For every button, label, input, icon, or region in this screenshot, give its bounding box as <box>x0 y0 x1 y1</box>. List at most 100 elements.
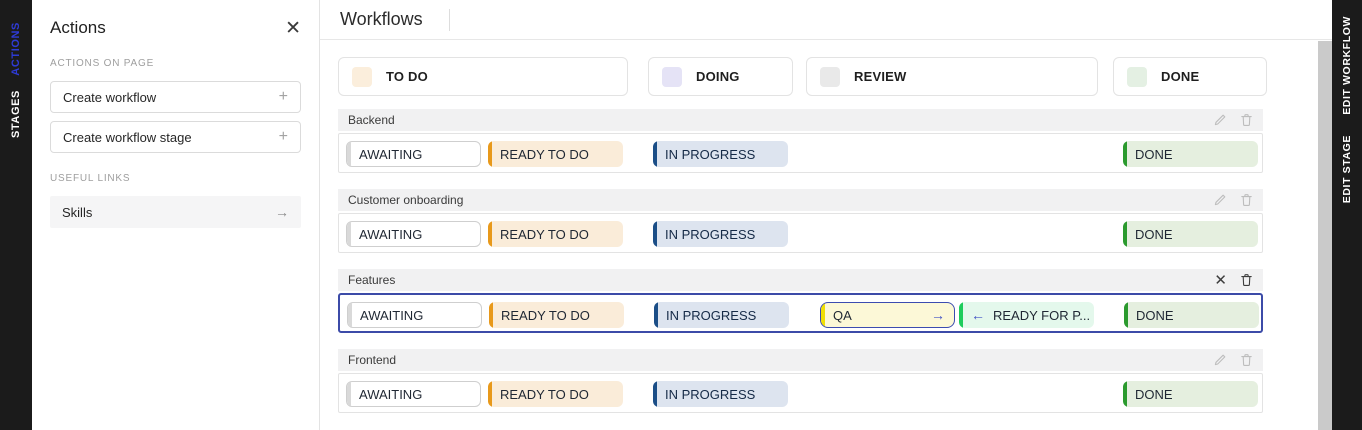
stage-chip[interactable]: AWAITING <box>346 381 481 407</box>
stage-accent-bar <box>347 382 351 406</box>
rail-item-edit-workflow[interactable]: EDIT WORKFLOW <box>1341 16 1353 115</box>
stage-color-swatch <box>352 66 372 87</box>
stage-color-swatch <box>1127 66 1147 87</box>
action-button[interactable]: Create workflow stage + <box>50 121 301 153</box>
stage-chip[interactable]: IN PROGRESS <box>653 141 788 167</box>
stage-chip-label: READY TO DO <box>500 226 589 242</box>
stage-accent-bar <box>347 222 351 246</box>
workflow-actions <box>1213 353 1253 367</box>
actions-panel: Actions ✕ ACTIONS ON PAGE Create workflo… <box>32 0 320 430</box>
stage-chip-label: AWAITING <box>360 307 424 323</box>
plus-icon: + <box>278 88 288 105</box>
action-button[interactable]: Create workflow + <box>50 81 301 113</box>
stage-accent-bar <box>653 141 657 167</box>
stage-column-card: TO DO <box>338 57 628 96</box>
stage-chip-label: DONE <box>1135 386 1173 402</box>
edit-pencil-icon[interactable] <box>1213 113 1227 127</box>
stage-chip[interactable]: READY TO DO <box>488 221 623 247</box>
stage-chip[interactable]: DONE <box>1123 221 1258 247</box>
left-vertical-rail: ACTIONS STAGES <box>0 0 32 430</box>
workflow-name: Features <box>348 273 396 287</box>
stage-chip[interactable]: READY TO DO <box>488 381 623 407</box>
stage-chip[interactable]: AWAITING <box>346 141 481 167</box>
plus-icon: + <box>278 128 288 145</box>
stage-chip[interactable]: QA → <box>820 302 955 328</box>
stage-accent-bar <box>821 303 825 327</box>
actions-panel-title: Actions <box>50 18 106 37</box>
stage-column-label: REVIEW <box>854 69 907 84</box>
workflow-stage-row[interactable]: AWAITING READY TO DO IN PROGRESS DONE <box>338 213 1263 253</box>
stage-chip[interactable]: READY TO DO <box>489 302 624 328</box>
stage-chip[interactable]: DONE <box>1123 141 1258 167</box>
stage-chip-label: READY TO DO <box>500 146 589 162</box>
stage-accent-bar <box>653 381 657 407</box>
scrollbar-track[interactable] <box>1318 41 1332 430</box>
trash-icon[interactable] <box>1240 193 1253 207</box>
stage-chip[interactable]: AWAITING <box>347 302 482 328</box>
stage-chip-label: READY TO DO <box>501 307 590 323</box>
stage-column-label: TO DO <box>386 69 428 84</box>
arrow-right-icon[interactable]: → <box>931 307 945 323</box>
stage-chip[interactable]: IN PROGRESS <box>654 302 789 328</box>
stage-color-swatch <box>662 66 682 87</box>
stage-accent-bar <box>1123 141 1127 167</box>
stage-column-card: REVIEW <box>806 57 1098 96</box>
workflow-stage-row[interactable]: AWAITING READY TO DO IN PROGRESS QA → ← R… <box>338 293 1263 333</box>
stage-accent-bar <box>489 302 493 328</box>
rail-item-stages[interactable]: STAGES <box>10 89 22 138</box>
stage-chip-label: IN PROGRESS <box>665 386 756 402</box>
action-button-label: Create workflow stage <box>63 129 192 145</box>
edit-pencil-icon[interactable] <box>1213 193 1227 207</box>
stage-column-card: DOING <box>648 57 793 96</box>
workflow-block: Customer onboarding AWAITING READY TO DO… <box>338 189 1263 253</box>
arrow-right-icon: → <box>275 204 289 220</box>
close-icon[interactable]: ✕ <box>285 17 301 39</box>
workflow-name: Frontend <box>348 353 397 367</box>
stage-accent-bar <box>348 303 352 327</box>
stage-chip[interactable]: DONE <box>1124 302 1259 328</box>
arrow-left-icon[interactable]: ← <box>971 307 985 323</box>
workflow-stage-row[interactable]: AWAITING READY TO DO IN PROGRESS DONE <box>338 133 1263 173</box>
stage-chip[interactable]: IN PROGRESS <box>653 221 788 247</box>
stage-accent-bar <box>959 302 963 328</box>
stage-chip-label: IN PROGRESS <box>665 146 756 162</box>
workflow-name: Backend <box>348 113 395 127</box>
title-divider <box>448 8 450 31</box>
stage-column-label: DOING <box>696 69 740 84</box>
stage-chip[interactable]: AWAITING <box>346 221 481 247</box>
workflow-stage-row[interactable]: AWAITING READY TO DO IN PROGRESS DONE <box>338 373 1263 413</box>
stage-accent-bar <box>347 142 351 166</box>
stage-chip[interactable]: READY TO DO <box>488 141 623 167</box>
workflow-actions <box>1213 193 1253 207</box>
stage-chip-label: DONE <box>1135 226 1173 242</box>
workflow-header-bar: Customer onboarding <box>338 189 1263 211</box>
stage-accent-bar <box>1124 302 1128 328</box>
page-title: Workflows <box>340 9 423 29</box>
main-area: Workflows TO DO DOING REVIEW DONE Backen… <box>320 0 1332 430</box>
workflow-actions <box>1213 113 1253 127</box>
workflow-header-bar: Backend <box>338 109 1263 131</box>
actions-section-label: ACTIONS ON PAGE <box>50 58 155 69</box>
stage-chip-label: IN PROGRESS <box>665 226 756 242</box>
stage-accent-bar <box>488 221 492 247</box>
action-buttons-group: Create workflow + Create workflow stage … <box>50 81 301 153</box>
trash-icon[interactable] <box>1240 353 1253 367</box>
workflow-header-bar: Frontend <box>338 349 1263 371</box>
close-icon[interactable]: ✕ <box>1214 271 1227 289</box>
stage-chip[interactable]: ← READY FOR P... <box>959 302 1094 328</box>
edit-pencil-icon[interactable] <box>1213 353 1227 367</box>
stage-accent-bar <box>488 381 492 407</box>
rail-item-actions[interactable]: ACTIONS <box>10 22 22 76</box>
stage-column-card: DONE <box>1113 57 1267 96</box>
stage-accent-bar <box>654 302 658 328</box>
stage-chip[interactable]: IN PROGRESS <box>653 381 788 407</box>
useful-link[interactable]: Skills → <box>50 196 301 228</box>
trash-icon[interactable] <box>1240 273 1253 287</box>
stage-chip[interactable]: DONE <box>1123 381 1258 407</box>
workflow-block: Backend AWAITING READY TO DO IN PROGRESS… <box>338 109 1263 173</box>
rail-item-edit-stage[interactable]: EDIT STAGE <box>1341 134 1353 204</box>
stage-chip-label: READY FOR P... <box>993 307 1091 323</box>
trash-icon[interactable] <box>1240 113 1253 127</box>
stage-chip-label: READY TO DO <box>500 386 589 402</box>
stage-columns-header: TO DO DOING REVIEW DONE <box>338 57 1332 96</box>
